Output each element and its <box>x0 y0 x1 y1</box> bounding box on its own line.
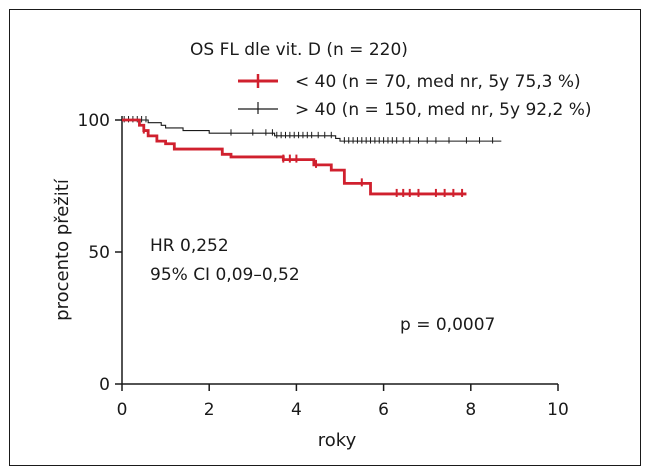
chart-title: OS FL dle vit. D (n = 220) <box>190 40 408 60</box>
hr-annotation: HR 0,252 <box>150 236 229 256</box>
x-tick-label: 10 <box>547 400 569 420</box>
x-tick-label: 0 <box>117 400 128 420</box>
y-axis-label: procento přežití <box>52 178 73 321</box>
x-tick-label: 2 <box>204 400 215 420</box>
x-tick-label: 4 <box>291 400 302 420</box>
legend-label-lt40: < 40 (n = 70, med nr, 5y 75,3 %) <box>295 72 581 92</box>
p-value-annotation: p = 0,0007 <box>400 315 495 335</box>
y-tick-label: 50 <box>88 243 110 263</box>
legend-label-gt40: > 40 (n = 150, med nr, 5y 92,2 %) <box>295 100 592 120</box>
x-axis-label: roky <box>318 430 357 451</box>
y-tick-label: 0 <box>99 375 110 395</box>
curve-lt40 <box>122 118 467 196</box>
chart-frame <box>9 9 641 466</box>
x-tick-label: 8 <box>465 400 476 420</box>
x-tick-label: 6 <box>378 400 389 420</box>
y-tick-label: 100 <box>78 111 110 131</box>
ci-annotation: 95% CI 0,09–0,52 <box>150 265 300 285</box>
survival-curves <box>122 116 502 197</box>
curve-gt40 <box>122 119 502 142</box>
